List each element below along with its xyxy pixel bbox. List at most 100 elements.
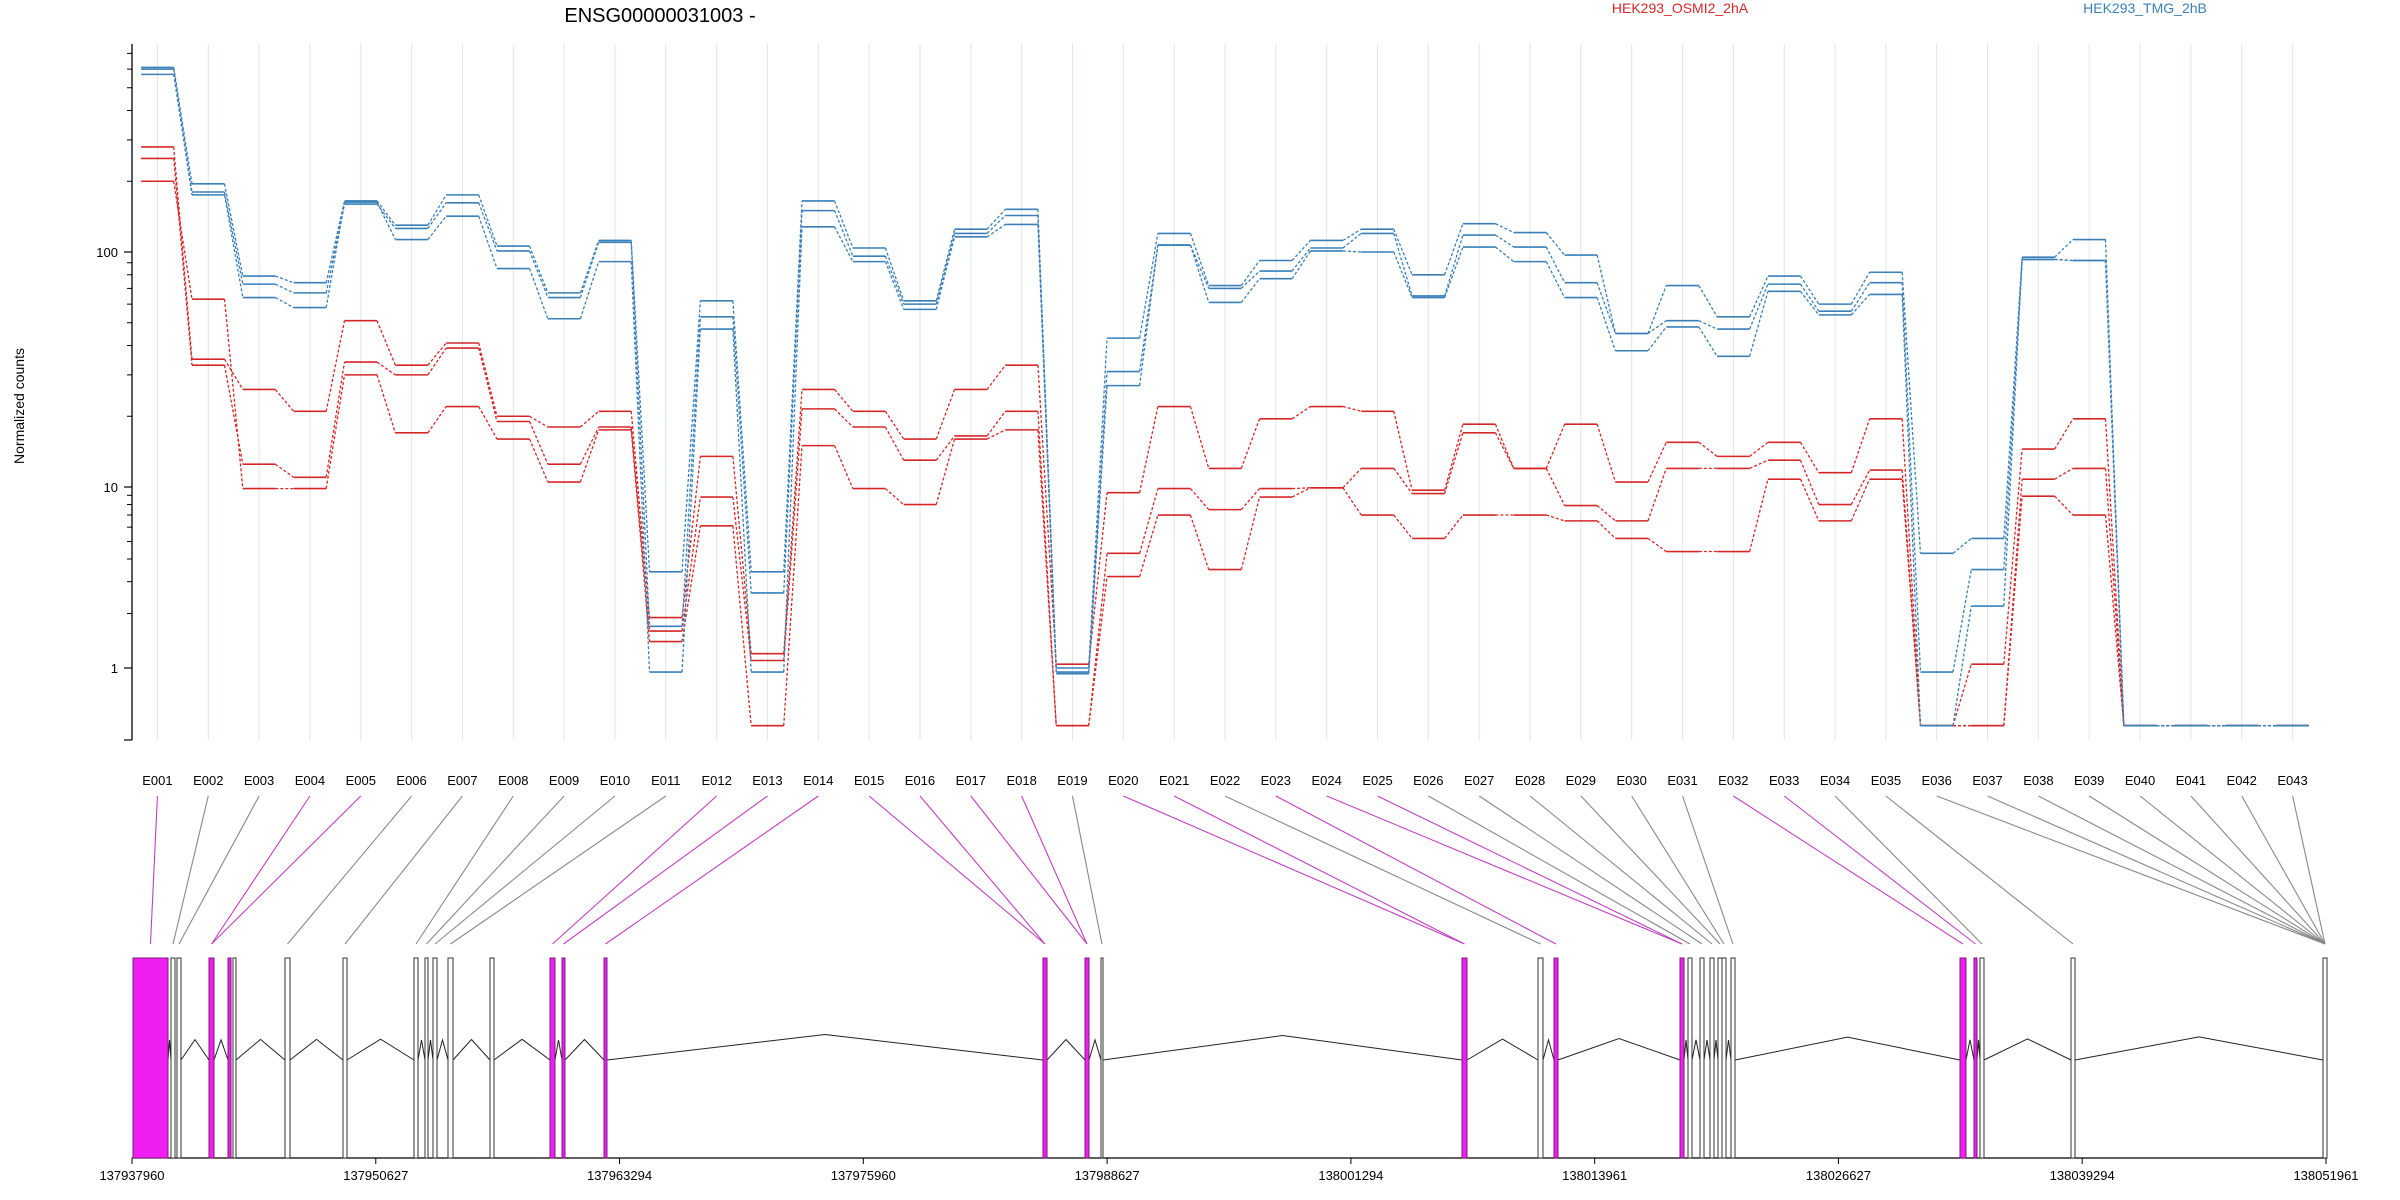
series-line <box>141 180 2309 727</box>
series-connector <box>1138 514 1159 577</box>
series-connector <box>325 200 346 283</box>
series-connector <box>376 361 396 376</box>
series-connector <box>630 240 651 572</box>
series-connector <box>1596 297 1617 351</box>
series-connector <box>1952 605 1972 726</box>
intron-line <box>452 1038 491 1061</box>
series-connector <box>1138 233 1159 339</box>
series-connector <box>986 364 1006 390</box>
intron-line <box>1703 1039 1711 1061</box>
series-connector <box>1393 251 1413 298</box>
series-connector <box>1393 514 1413 539</box>
intron-line <box>1983 1038 2072 1061</box>
series-connector <box>1596 424 1617 483</box>
exon-connector-line <box>178 795 260 945</box>
exon-connector-line <box>415 795 514 945</box>
series-connector <box>1291 247 1311 272</box>
vertical-grid <box>156 44 2294 740</box>
series-connector <box>681 456 702 618</box>
series-connector <box>1850 418 1871 473</box>
exon-label: E005 <box>346 773 376 788</box>
exon-connector-line <box>1885 795 2074 945</box>
series-connector <box>1901 294 1922 726</box>
series-line <box>141 73 2309 727</box>
series-connector <box>2054 239 2074 258</box>
series-connector <box>1647 326 1667 352</box>
series-connector <box>630 261 651 673</box>
series-connector <box>1291 405 1311 420</box>
genomic-tick-label: 138026627 <box>1806 1168 1871 1183</box>
exon-label: E039 <box>2074 773 2104 788</box>
exon-block <box>284 957 291 1159</box>
series-connector <box>1647 285 1667 334</box>
series-connector <box>1189 233 1210 286</box>
intron-line <box>1734 1036 1961 1061</box>
exon-label: E018 <box>1006 773 1036 788</box>
exon-label: E028 <box>1515 773 1545 788</box>
exon-label: E007 <box>447 773 477 788</box>
exon-label: E001 <box>142 773 172 788</box>
intron-line <box>493 1038 551 1061</box>
series-connector <box>173 158 193 366</box>
series-connector <box>2003 449 2023 665</box>
exon-label: E002 <box>193 773 223 788</box>
exon-block <box>1721 957 1727 1159</box>
series-connector <box>579 410 600 428</box>
exon-block <box>447 957 454 1159</box>
exon-label: E019 <box>1057 773 1087 788</box>
exon-label: E016 <box>905 773 935 788</box>
genomic-tick-label: 138013961 <box>1562 1168 1627 1183</box>
exon-label: E015 <box>854 773 884 788</box>
series-connector <box>1291 487 1311 498</box>
series-connector <box>1291 250 1311 280</box>
series-connector <box>528 268 549 319</box>
series-connector <box>1088 553 1108 726</box>
series-connector <box>2003 257 2023 539</box>
exon-block <box>2070 957 2076 1159</box>
series-connector <box>579 429 600 483</box>
series-connector <box>1495 234 1515 248</box>
series-connector <box>1647 442 1667 483</box>
exon-connector-line <box>2241 795 2326 945</box>
series-connector <box>1189 244 1210 303</box>
genomic-tick-label: 137975960 <box>831 1168 896 1183</box>
exon-connector-line <box>1224 795 1541 945</box>
series-connector <box>732 496 752 661</box>
exon-label: E038 <box>2023 773 2053 788</box>
series-connector <box>478 406 498 440</box>
exon-connector-line <box>211 795 362 945</box>
series-connector <box>1596 254 1617 334</box>
series-connector <box>783 200 803 572</box>
exon-block <box>413 957 419 1159</box>
intron-line <box>1713 1039 1719 1061</box>
series-connector <box>1647 468 1667 522</box>
series-connector <box>2003 259 2023 607</box>
series-connector <box>833 210 854 257</box>
series-connector <box>1901 479 1922 726</box>
exon-connector-line <box>1377 795 1683 945</box>
exon-connector-line <box>2190 795 2326 945</box>
series-connector <box>986 215 1006 234</box>
series-connector <box>1393 468 1413 494</box>
series-connector <box>223 358 244 390</box>
series-connector <box>427 202 447 229</box>
series-connector <box>1189 514 1210 570</box>
exon-block <box>132 957 169 1159</box>
series-connector <box>1698 320 1718 330</box>
series-connector <box>325 202 346 308</box>
series-connector <box>1545 246 1566 284</box>
series-connector <box>1088 338 1108 669</box>
series-connector <box>935 438 956 505</box>
series-connector <box>1749 283 1769 330</box>
series-connector <box>2104 514 2125 726</box>
series-connector <box>732 316 752 593</box>
series-connector <box>427 406 447 434</box>
exon-block <box>1679 957 1685 1159</box>
series-connector <box>1240 488 1261 511</box>
exon-block <box>1979 957 1985 1159</box>
exon-connector-line <box>426 795 565 945</box>
series-connector <box>1342 487 1362 516</box>
series-connector <box>1596 282 1617 334</box>
gene-model <box>132 957 2328 1159</box>
